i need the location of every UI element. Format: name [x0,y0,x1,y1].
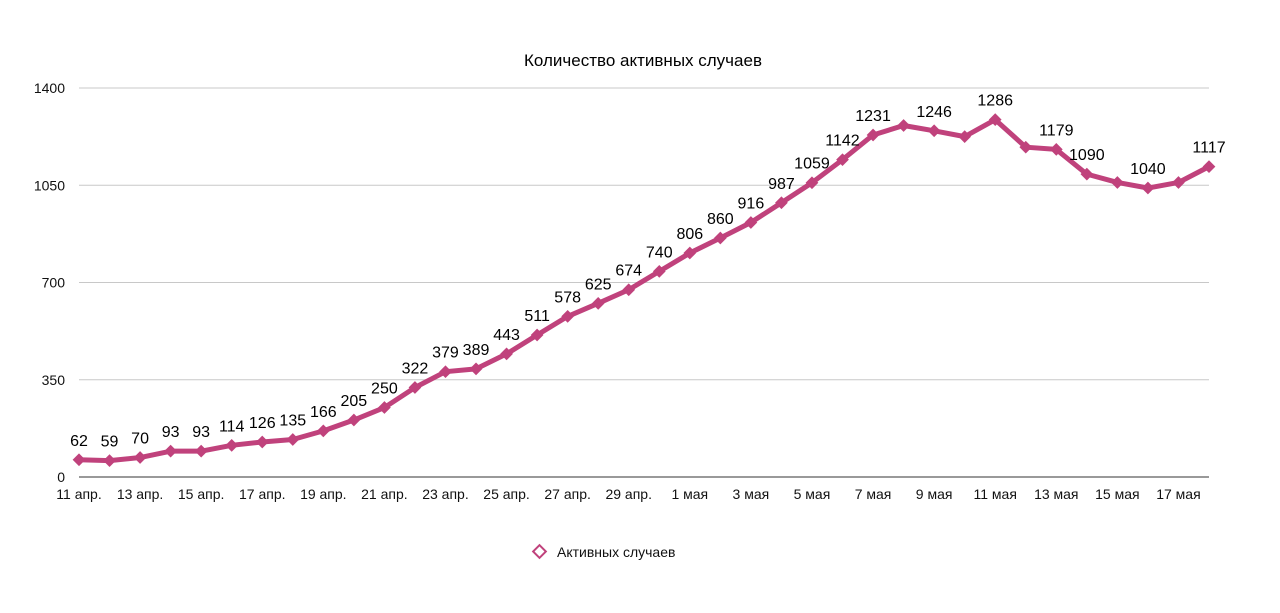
data-label: 93 [192,424,210,441]
x-tick-label: 17 мая [1156,486,1200,502]
x-tick-label: 15 мая [1095,486,1139,502]
data-point [72,453,86,467]
data-point [1019,140,1033,154]
data-point [500,347,513,361]
data-label: 322 [402,361,429,378]
data-label: 625 [585,276,612,293]
data-label: 114 [219,418,245,435]
data-label: 59 [101,434,119,451]
data-point [225,438,239,452]
data-point [133,451,147,464]
x-tick-label: 1 мая [671,486,708,502]
x-tick-label: 13 апр. [117,486,164,502]
x-tick-label: 11 мая [974,486,1017,502]
x-tick-label: 27 апр. [544,486,591,502]
data-label: 389 [463,342,490,359]
chart-title: Количество активных случаев [524,51,762,70]
data-label: 1090 [1069,147,1105,164]
x-tick-label: 29 апр. [605,486,652,502]
x-axis: 11 апр. 13 апр. 15 апр. 17 апр. 19 апр. 21 ап… [56,486,1200,502]
data-label: 1117 [1192,140,1225,157]
x-tick-label: 5 мая [794,486,831,502]
data-label: 578 [554,289,581,306]
data-label: 126 [249,415,276,432]
data-point [1141,181,1155,195]
data-label: 1286 [977,93,1013,110]
x-tick-label: 17 апр. [239,486,286,502]
data-label: 205 [341,393,368,410]
data-point [408,381,422,394]
legend-marker [531,543,548,560]
data-label: 806 [676,226,703,243]
data-label: 135 [279,412,306,429]
data-label: 1142 [825,133,860,150]
y-tick-label: 350 [42,372,66,388]
data-label: 1059 [794,156,830,173]
data-label: 740 [646,244,673,261]
x-tick-label: 9 мая [916,486,953,502]
data-point [164,444,177,458]
y-tick-label: 0 [57,469,65,485]
data-label: 511 [524,308,550,325]
data-point [1111,176,1124,189]
series-active-cases [72,113,1216,467]
data-point [897,119,910,132]
data-label: 1040 [1130,161,1166,178]
legend-label: Активных случаев [557,544,675,560]
data-label: 62 [70,433,88,450]
legend: Активных случаев [531,543,675,560]
data-label: 70 [131,431,149,448]
x-tick-label: 11 апр. [56,486,101,502]
x-tick-label: 7 мая [855,486,892,502]
y-axis: 0 350 700 1050 1400 [34,80,65,485]
x-tick-label: 23 апр. [422,486,469,502]
y-tick-label: 700 [42,275,66,291]
data-label: 93 [162,424,180,441]
data-label: 250 [371,381,398,398]
data-point [255,435,269,449]
x-tick-label: 19 апр. [300,486,347,502]
data-point [316,424,330,438]
y-tick-label: 1050 [34,177,65,193]
data-point [194,444,208,458]
data-point [286,433,300,446]
data-label: 1231 [855,108,891,125]
x-tick-label: 15 апр. [178,486,225,502]
data-label: 674 [615,263,642,280]
x-tick-label: 3 мая [733,486,770,502]
x-tick-label: 13 мая [1034,486,1078,502]
data-point [103,454,116,467]
data-label: 860 [707,211,734,228]
data-label: 166 [310,404,337,421]
data-label: 916 [738,195,765,212]
data-label: 1179 [1039,122,1074,139]
y-tick-label: 1400 [34,80,65,96]
x-tick-label: 25 апр. [483,486,530,502]
data-label: 379 [432,345,459,362]
series-line [76,117,1212,464]
data-label: 443 [493,327,520,344]
data-point [347,413,361,427]
data-point [378,401,391,414]
data-point [439,365,452,379]
data-point [927,124,941,138]
data-point [469,362,483,376]
data-label: 987 [768,176,795,193]
x-tick-label: 21 апр. [361,486,408,502]
data-label: 1246 [916,104,952,121]
